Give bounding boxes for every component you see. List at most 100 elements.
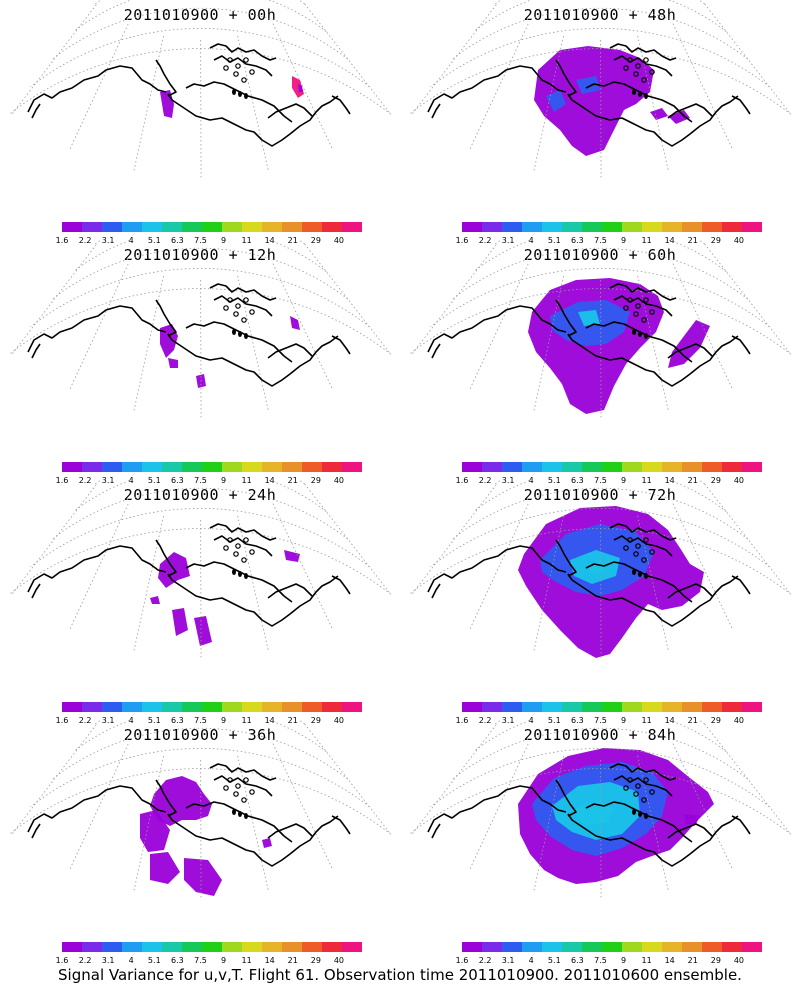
colorbar-swatch xyxy=(642,702,662,712)
colorbar-swatch xyxy=(562,942,582,952)
variance-plume xyxy=(668,320,710,368)
colorbar-swatch xyxy=(262,462,282,472)
colorbar-swatch xyxy=(682,942,702,952)
colorbar-swatch xyxy=(702,222,722,232)
colorbar-tick-label: 40 xyxy=(733,956,745,965)
colorbar-tick-label: 9 xyxy=(220,476,227,485)
variance-plume xyxy=(160,324,178,358)
colorbar-swatch xyxy=(162,942,182,952)
colorbar-tick-label: 5.1 xyxy=(547,716,561,725)
colorbar-swatch xyxy=(122,702,142,712)
colorbar-swatch xyxy=(522,222,542,232)
panel-title: 2011010900 + 60h xyxy=(523,246,677,264)
colorbar-swatch xyxy=(602,462,622,472)
colorbar-swatch xyxy=(222,222,242,232)
colorbar-tick-label: 5.1 xyxy=(147,236,161,245)
colorbar-swatch xyxy=(122,942,142,952)
colorbar xyxy=(62,942,362,954)
coastline xyxy=(427,283,751,387)
colorbar-tick-label: 29 xyxy=(310,956,321,965)
colorbar-tick-label: 2.2 xyxy=(78,956,92,965)
variance-plume xyxy=(298,84,303,92)
colorbar-tick-label: 7.5 xyxy=(594,956,607,965)
map-panel: 2011010900 + 00h 1.6 2.2 3.1 4 5.1 6.3 7.5 9 11 14… xyxy=(0,0,400,245)
colorbar-tick-label: 5.1 xyxy=(147,956,161,965)
polar-map xyxy=(8,0,392,180)
colorbar-swatch xyxy=(262,942,282,952)
colorbar-tick-label: 40 xyxy=(333,236,345,245)
colorbar-swatch xyxy=(182,222,202,232)
colorbar-tick-label: 21 xyxy=(287,476,298,485)
colorbar-tick-label: 1.6 xyxy=(455,476,469,485)
colorbar-swatch xyxy=(742,702,762,712)
colorbar-swatch xyxy=(462,942,482,952)
colorbar-swatch xyxy=(62,942,82,952)
colorbar-swatch xyxy=(462,222,482,232)
polar-map xyxy=(408,720,792,900)
colorbar-tick-label: 6.3 xyxy=(171,956,184,965)
colorbar-tick-label: 5.1 xyxy=(547,476,561,485)
colorbar-swatch xyxy=(82,942,102,952)
colorbar-swatch xyxy=(182,702,202,712)
colorbar-tick-label: 11 xyxy=(241,956,252,965)
colorbar-swatch xyxy=(102,222,122,232)
colorbar-swatch xyxy=(222,462,242,472)
colorbar-tick-label: 1.6 xyxy=(55,716,69,725)
colorbar-swatch xyxy=(502,462,522,472)
variance-plume xyxy=(284,550,300,562)
coastline xyxy=(427,763,751,867)
colorbar-swatch xyxy=(622,702,642,712)
colorbar-tick-label: 3.1 xyxy=(501,956,515,965)
graticule xyxy=(408,720,792,900)
colorbar-swatch xyxy=(622,942,642,952)
polar-map xyxy=(408,240,792,420)
colorbar-swatch xyxy=(322,942,342,952)
colorbar-tick-label: 1.6 xyxy=(55,956,69,965)
colorbar-tick-label: 6.3 xyxy=(171,236,184,245)
colorbar-swatch xyxy=(202,942,222,952)
polar-map xyxy=(408,0,792,180)
colorbar-swatch xyxy=(602,942,622,952)
colorbar-swatch xyxy=(722,462,742,472)
colorbar-swatch xyxy=(562,222,582,232)
colorbar-labels: 1.6 2.2 3.1 4 5.1 6.3 7.5 9 11 14 21 29 40 xyxy=(456,956,762,966)
colorbar-tick-label: 11 xyxy=(641,476,652,485)
colorbar-swatch xyxy=(622,462,642,472)
colorbar-swatch xyxy=(102,702,122,712)
polar-map xyxy=(8,480,392,660)
colorbar-swatch xyxy=(642,942,662,952)
colorbar-swatch xyxy=(582,222,602,232)
colorbar-swatch xyxy=(462,702,482,712)
colorbar-tick-label: 21 xyxy=(287,236,298,245)
colorbar-swatch xyxy=(222,702,242,712)
colorbar-tick-label: 3.1 xyxy=(101,476,115,485)
colorbar-swatch xyxy=(522,462,542,472)
colorbar-swatch xyxy=(242,702,262,712)
variance-plume xyxy=(194,616,212,646)
colorbar-tick-label: 11 xyxy=(641,956,652,965)
colorbar-tick-label: 4 xyxy=(528,716,534,725)
colorbar-swatch xyxy=(582,462,602,472)
colorbar-swatch xyxy=(302,222,322,232)
colorbar-tick-label: 6.3 xyxy=(571,476,584,485)
colorbar-swatch xyxy=(202,222,222,232)
coastline xyxy=(427,43,751,147)
colorbar-swatch xyxy=(122,462,142,472)
colorbar-tick-label: 29 xyxy=(710,716,721,725)
colorbar-tick-label: 2.2 xyxy=(478,476,492,485)
colorbar-swatch xyxy=(722,942,742,952)
colorbar-swatch xyxy=(162,462,182,472)
colorbar-swatch xyxy=(262,702,282,712)
variance-plume xyxy=(528,278,664,414)
graticule xyxy=(408,240,792,420)
colorbar-swatch xyxy=(582,702,602,712)
colorbar-tick-label: 2.2 xyxy=(478,716,492,725)
colorbar-tick-label: 11 xyxy=(241,236,252,245)
colorbar-tick-label: 7.5 xyxy=(194,956,207,965)
map-panel: 2011010900 + 48h 1.6 2.2 3.1 4 5.1 6.3 7.5 9 11 14… xyxy=(400,0,800,245)
colorbar-swatch xyxy=(322,462,342,472)
colorbar-swatch xyxy=(642,222,662,232)
colorbar-tick-label: 2.2 xyxy=(78,716,92,725)
panel-title: 2011010900 + 48h xyxy=(523,6,677,24)
colorbar-tick-label: 21 xyxy=(687,956,698,965)
